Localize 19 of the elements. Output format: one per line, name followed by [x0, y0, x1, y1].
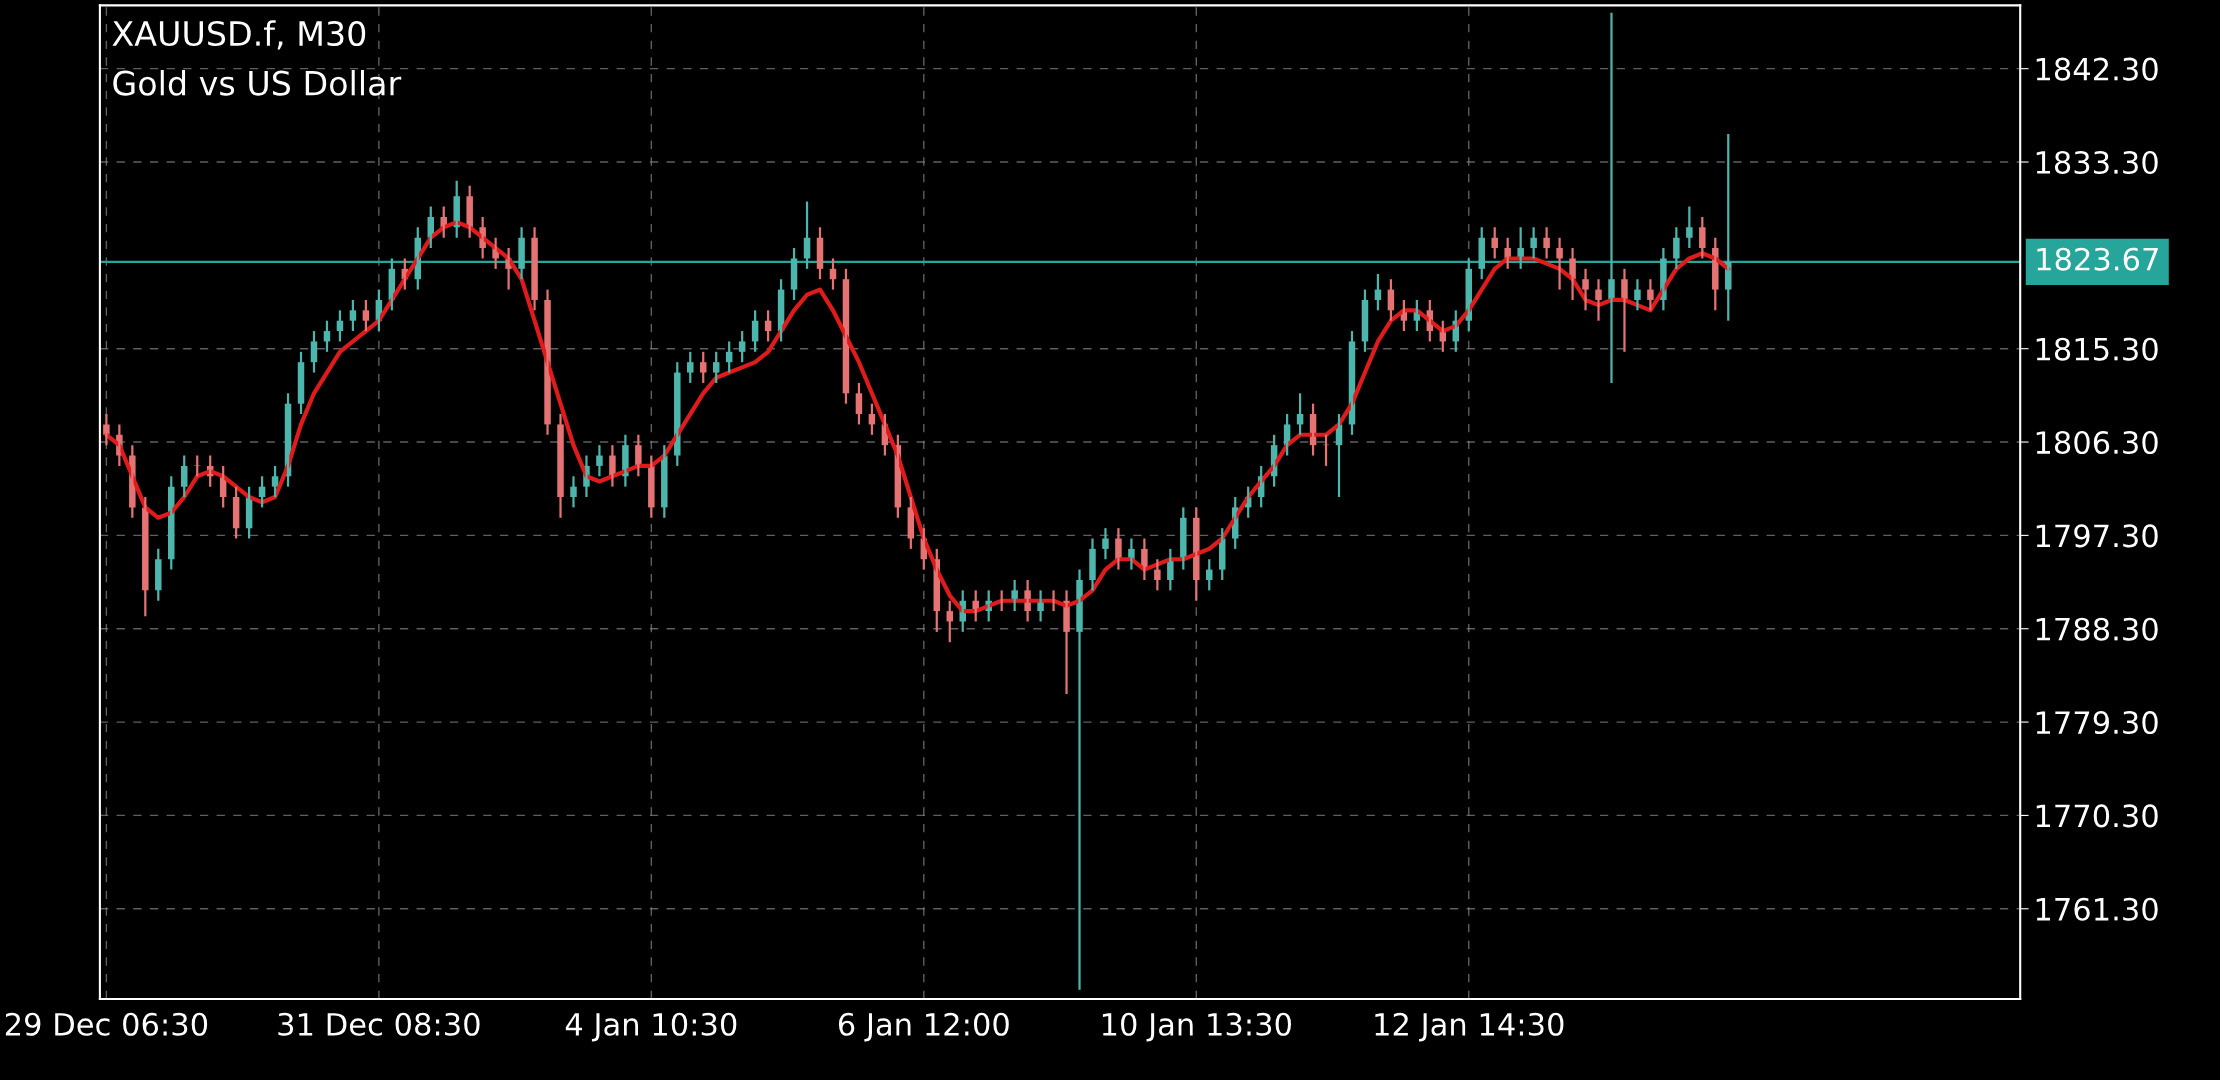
y-tick-label: 1842.30 — [2036, 57, 2158, 81]
y-tick-label: 1833.30 — [2036, 150, 2158, 175]
y-tick-label: 1815.30 — [2036, 337, 2158, 361]
candlestick — [193, 454, 201, 478]
y-tick-label: 1797.30 — [2036, 524, 2158, 548]
y-tick-label: 1779.30 — [2036, 711, 2158, 735]
x-tick-label: 12 Jan 14:30 — [1375, 1012, 1564, 1042]
ref-line-label: 1823.67 — [2037, 247, 2158, 271]
x-tick-label: 6 Jan 12:00 — [838, 1012, 1009, 1042]
x-tick-label: 4 Jan 10:30 — [565, 1012, 737, 1042]
y-tick-label: 1788.30 — [2036, 617, 2158, 641]
x-tick-label: 29 Dec 06:30 — [5, 1012, 208, 1036]
text: Gold vs US Dollar — [113, 69, 402, 96]
y-tick-label: 1761.30 — [2036, 897, 2158, 921]
x-tick-label: 31 Dec 08:30 — [278, 1012, 480, 1036]
x-tick-label: 10 Jan 13:30 — [1102, 1012, 1291, 1042]
y-tick-label: 1806.30 — [2036, 430, 2158, 455]
chart-title: XAUUSD.f, M30 — [112, 20, 366, 50]
y-tick-label: 1770.30 — [2036, 804, 2158, 828]
